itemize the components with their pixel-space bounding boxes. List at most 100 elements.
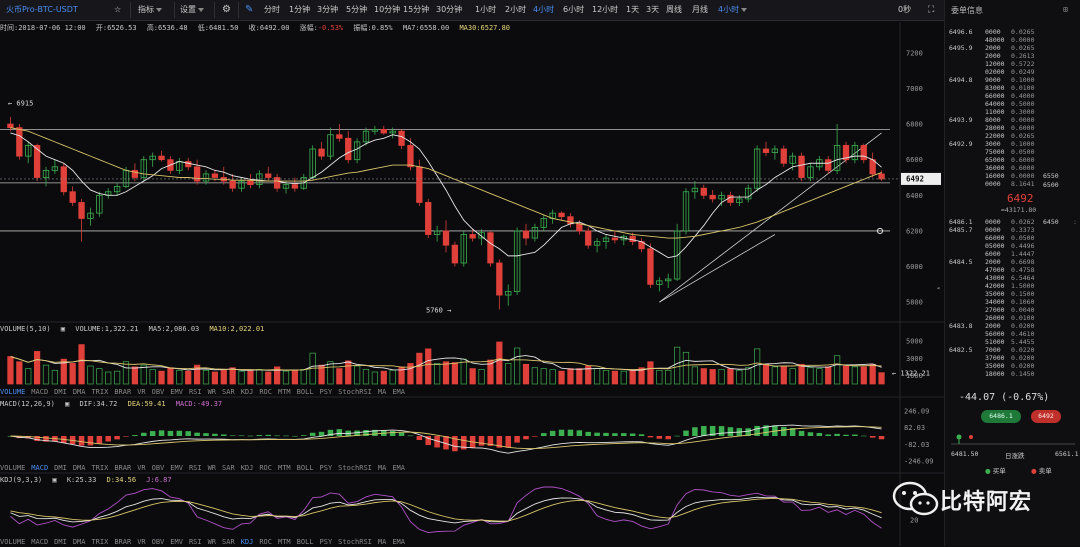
asks-row[interactable]: 66000 0.4000: [949, 92, 1057, 100]
settings-small-icon[interactable]: ▣: [65, 400, 70, 408]
asks-row[interactable]: 6492.9 3000 0.1000: [949, 140, 1057, 148]
indicator-tab-psy[interactable]: PSY: [319, 388, 333, 396]
interval-tab[interactable]: 4小时: [533, 5, 555, 14]
asks-row[interactable]: 48000 0.0000: [949, 36, 1057, 44]
indicator-tab-brar[interactable]: BRAR: [114, 388, 132, 396]
indicator-tab-dmi[interactable]: DMI: [54, 388, 67, 396]
fullscreen-icon[interactable]: ⛶: [928, 5, 935, 15]
indicator-tab-trix[interactable]: TRIX: [91, 464, 109, 472]
indicator-tab-trix[interactable]: TRIX: [91, 388, 109, 396]
indicator-tab-macd[interactable]: MACD: [31, 388, 49, 396]
indicator-tab-ma[interactable]: MA: [377, 464, 387, 472]
indicator-tab-kdj[interactable]: KDJ: [240, 388, 254, 396]
indicators-button[interactable]: 指标: [134, 3, 166, 17]
indicator-tab-roc[interactable]: ROC: [259, 464, 272, 472]
indicator-tab-dma[interactable]: DMA: [72, 464, 86, 472]
indicator-tab-mtm[interactable]: MTM: [278, 538, 291, 546]
indicator-tab-volume[interactable]: VOLUME: [0, 388, 26, 396]
indicator-tab-dmi[interactable]: DMI: [54, 464, 67, 472]
bids-row[interactable]: 35000 0.1500: [949, 290, 1057, 298]
indicator-tab-vr[interactable]: VR: [137, 388, 146, 396]
price-chart[interactable]: 7200 7000 6800 6600 6400 6200 6000 5800 ← 6915 57…: [0, 0, 944, 546]
indicator-tab-ma[interactable]: MA: [377, 388, 387, 396]
asks-row[interactable]: 6495.9 2000 0.0265: [949, 44, 1057, 52]
bids-row[interactable]: 42000 1.5000: [949, 282, 1057, 290]
indicator-tab-kdj[interactable]: KDJ: [240, 464, 254, 472]
indicator-tab-brar[interactable]: BRAR: [114, 464, 132, 472]
ask-price-button[interactable]: 6492: [1031, 410, 1061, 423]
indicator-tab-boll[interactable]: BOLL: [296, 388, 314, 396]
bids-row[interactable]: 66000 0.0500: [949, 234, 1057, 242]
asks-row[interactable]: 83000 0.0100: [949, 84, 1057, 92]
indicator-tab-macd[interactable]: MACD: [31, 464, 49, 472]
interval-tab[interactable]: 12小时: [592, 5, 619, 14]
indicator-tab-ema[interactable]: EMA: [392, 464, 405, 472]
indicator-tab-ma[interactable]: MA: [377, 538, 387, 546]
panel-collapse-icon[interactable]: ⊞: [1063, 5, 1068, 14]
settings-button[interactable]: 设置: [176, 3, 208, 17]
indicator-tab-volume[interactable]: VOLUME: [0, 464, 26, 472]
indicator-tab-psy[interactable]: PSY: [319, 464, 333, 472]
indicator-tab-roc[interactable]: ROC: [259, 538, 272, 546]
interval-tab[interactable]: 分时: [264, 5, 280, 14]
indicator-tab-sar[interactable]: SAR: [222, 388, 235, 396]
indicator-tab-stochrsi[interactable]: StochRSI: [338, 388, 372, 396]
indicator-tab-sar[interactable]: SAR: [222, 538, 235, 546]
bids-row[interactable]: 6482.5 7000 0.0220: [949, 346, 1057, 354]
interval-tab[interactable]: 2小时: [505, 5, 527, 14]
interval-dropdown[interactable]: 4小时: [714, 3, 751, 17]
bids-row[interactable]: 6485.7 0000 0.3373: [949, 226, 1057, 234]
indicator-tab-brar[interactable]: BRAR: [114, 538, 132, 546]
asks-row[interactable]: 36000 0.6000: [949, 164, 1057, 172]
interval-tab[interactable]: 周线: [666, 5, 682, 14]
indicator-tab-wr[interactable]: WR: [207, 464, 217, 472]
bids-row[interactable]: 27000 0.0040: [949, 306, 1057, 314]
bids-row[interactable]: 43000 6.5464: [949, 274, 1057, 282]
indicator-tab-emv[interactable]: EMV: [170, 464, 183, 472]
indicator-tab-vr[interactable]: VR: [137, 538, 146, 546]
interval-tab[interactable]: 30分钟: [436, 5, 463, 14]
settings-small-icon[interactable]: ▣: [60, 325, 66, 333]
interval-tab[interactable]: 3天: [646, 5, 660, 14]
interval-tab[interactable]: 月线: [692, 5, 708, 14]
asks-row[interactable]: 6496.6 0000 0.0265: [949, 28, 1057, 36]
asks-row[interactable]: 65000 0.6000: [949, 156, 1057, 164]
asks-row[interactable]: 0000 8.1641: [949, 180, 1057, 188]
indicator-tab-obv[interactable]: OBV: [151, 464, 165, 472]
interval-tab[interactable]: 1分钟: [289, 5, 311, 14]
indicator-tab-wr[interactable]: WR: [207, 538, 217, 546]
indicator-tab-dma[interactable]: DMA: [72, 538, 86, 546]
bids-row[interactable]: 6000 1.4447: [949, 250, 1057, 258]
asks-row[interactable]: 6493.9 8000 0.0000: [949, 116, 1057, 124]
star-icon[interactable]: ☆: [114, 5, 122, 14]
indicator-tab-dmi[interactable]: DMI: [54, 538, 67, 546]
interval-tab[interactable]: 1天: [626, 5, 640, 14]
indicator-tab-dma[interactable]: DMA: [72, 388, 86, 396]
indicator-tab-macd[interactable]: MACD: [31, 538, 49, 546]
indicator-tab-wr[interactable]: WR: [207, 388, 217, 396]
bids-row[interactable]: 05000 0.4496: [949, 242, 1057, 250]
interval-tab[interactable]: 6小时: [563, 5, 585, 14]
settings-small-icon[interactable]: ▣: [52, 476, 57, 484]
bids-row[interactable]: 47000 0.4758: [949, 266, 1057, 274]
gear-icon[interactable]: ⚙: [222, 4, 231, 15]
bids-row[interactable]: 34000 0.1060: [949, 298, 1057, 306]
indicator-tab-vr[interactable]: VR: [137, 464, 146, 472]
bids-row[interactable]: 6484.5 2000 0.6698: [949, 258, 1057, 266]
interval-tab[interactable]: 5分钟: [346, 5, 368, 14]
indicator-tab-rsi[interactable]: RSI: [188, 388, 202, 396]
bids-row[interactable]: 6483.8 2000 0.0200: [949, 322, 1057, 330]
asks-row[interactable]: 75000 0.0500: [949, 148, 1057, 156]
asks-row[interactable]: 64000 0.5000: [949, 100, 1057, 108]
asks-row[interactable]: 28000 0.6000: [949, 124, 1057, 132]
asks-row[interactable]: 12000 0.5722: [949, 60, 1057, 68]
indicator-tab-emv[interactable]: EMV: [170, 388, 183, 396]
bids-row[interactable]: 35000 0.0200: [949, 362, 1057, 370]
indicator-tab-mtm[interactable]: MTM: [278, 464, 291, 472]
interval-tab[interactable]: 1小时: [475, 5, 497, 14]
indicator-tab-stochrsi[interactable]: StochRSI: [338, 538, 372, 546]
indicator-tab-boll[interactable]: BOLL: [296, 538, 314, 546]
interval-tab[interactable]: 15分钟: [403, 5, 430, 14]
indicator-tab-emv[interactable]: EMV: [170, 538, 183, 546]
bid-price-button[interactable]: 6486.1: [981, 410, 1021, 423]
